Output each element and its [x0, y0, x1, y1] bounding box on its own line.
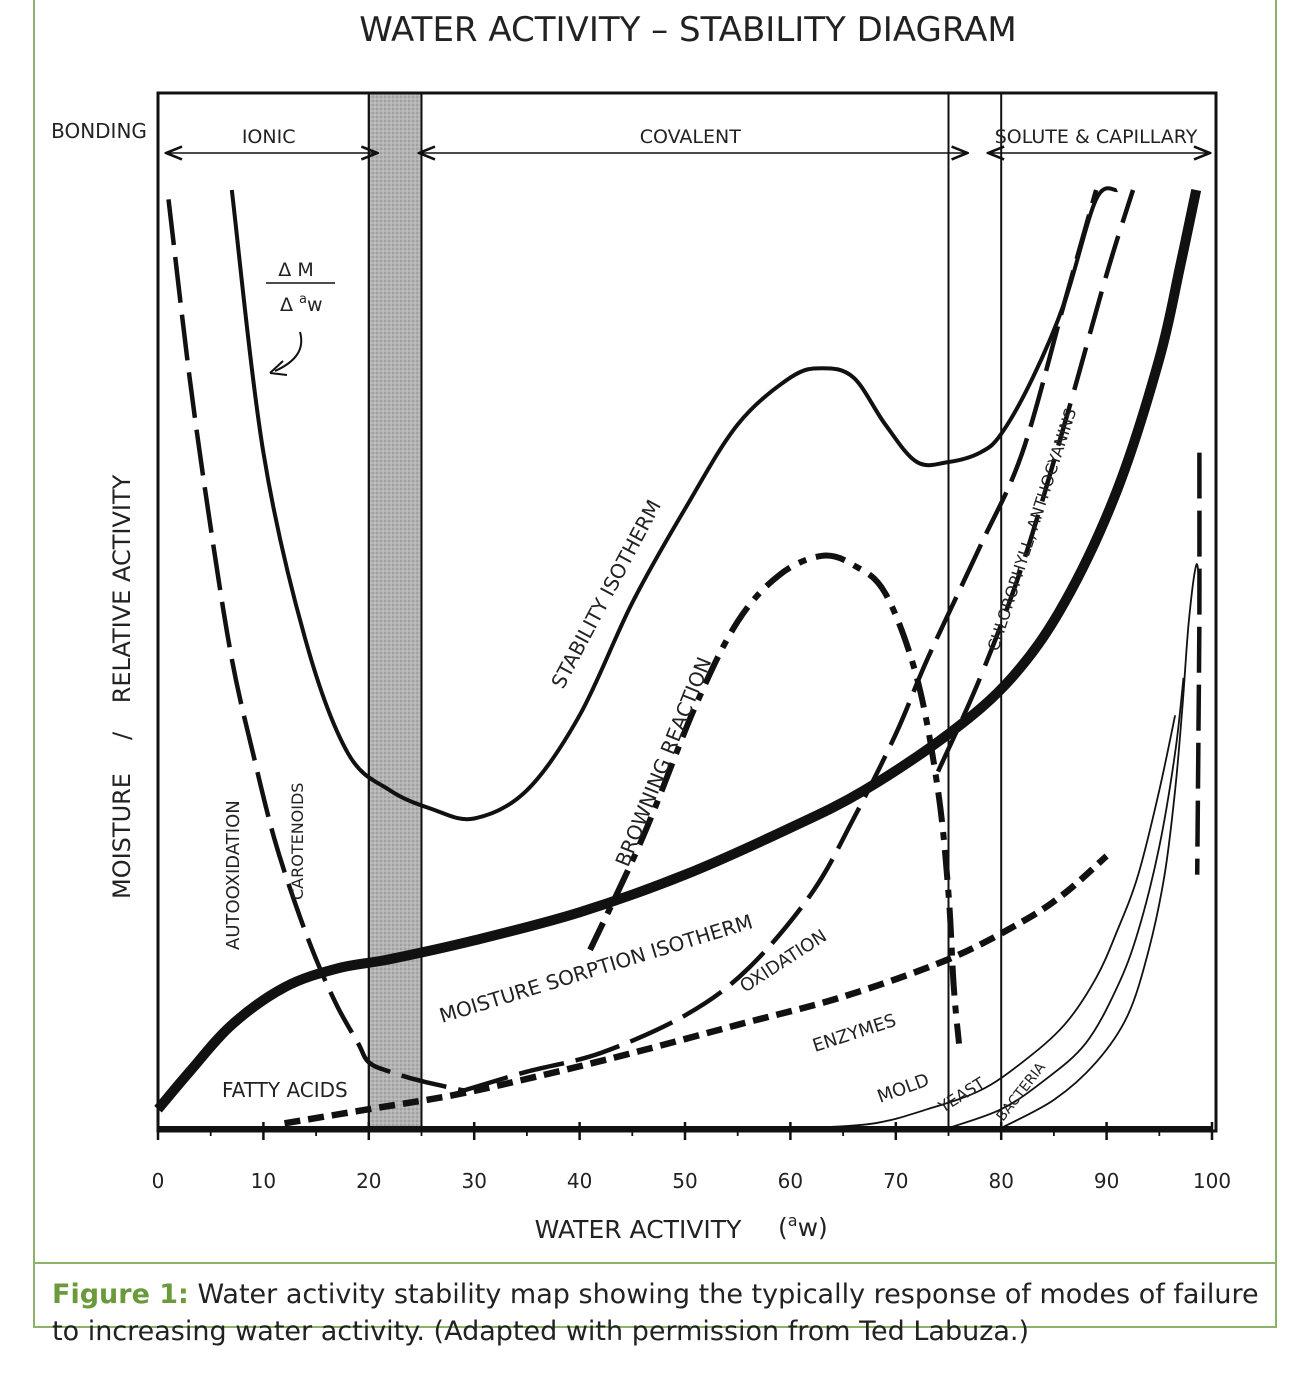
- series-line-bacteria: [1000, 563, 1201, 1129]
- bonding-zone-label: IONIC: [242, 126, 296, 148]
- slope-label-denominator: Δ aw: [280, 292, 323, 316]
- annotation-yeast: YEAST: [934, 1073, 988, 1117]
- x-tick-label: 20: [356, 1169, 381, 1193]
- x-tick-label: 10: [251, 1169, 276, 1193]
- caption-label: Figure 1:: [52, 1279, 189, 1310]
- caption-box: [35, 1262, 1275, 1328]
- plot-border: [156, 91, 1218, 1133]
- series-line-stability-isotherm: [229, 186, 1118, 822]
- series-line-oxidation: [463, 189, 1099, 1093]
- series-line-browning-reaction: [587, 552, 962, 1044]
- x-tick-label: 30: [461, 1169, 486, 1193]
- x-tick-label: 0: [152, 1169, 165, 1193]
- annotation-browning-reaction: BROWNING REACTION: [610, 654, 716, 870]
- figure-frame: [33, 0, 1277, 1328]
- annotation-fatty-acids: FATTY ACIDS: [222, 1078, 348, 1102]
- series-line-moisture-sorption-isotherm: [154, 188, 1202, 1113]
- annotation-chlorophyll-anthocyanins: CHLOROPHYLL, ANTHOCYANINS: [984, 406, 1080, 653]
- annotation-moisture-sorption-isotherm: MOISTURE SORPTION ISOTHERM: [436, 909, 755, 1027]
- bonding-label: BONDING: [51, 119, 147, 143]
- x-tick-label: 60: [778, 1169, 803, 1193]
- slope-pointer-arrow: [274, 331, 303, 372]
- slope-label-numerator: Δ M: [278, 259, 313, 281]
- shaded-band: [367, 92, 423, 1129]
- series-line-mold: [811, 715, 1176, 1129]
- annotation-oxidation: OXIDATION: [736, 926, 831, 998]
- slope-pointer-arrowhead: [269, 360, 288, 376]
- figure-caption: Figure 1: Water activity stability map s…: [52, 1276, 1272, 1350]
- x-tick-label: 50: [672, 1169, 697, 1193]
- bonding-zone-label: SOLUTE & CAPILLARY: [995, 126, 1198, 148]
- series-line-dashed-10: [1194, 452, 1202, 875]
- y-axis-label-activity: RELATIVE ACTIVITY: [108, 474, 136, 703]
- series-line-chlorophyll-anthocyanins: [935, 189, 1136, 773]
- chart-title: WATER ACTIVITY – STABILITY DIAGRAM: [359, 10, 1016, 50]
- x-tick-label: 70: [883, 1169, 908, 1193]
- x-axis-label: WATER ACTIVITY: [535, 1215, 742, 1244]
- x-tick-label: 100: [1193, 1169, 1231, 1193]
- series-line-autooxidation-carotenoids: [166, 199, 465, 1093]
- series-line-enzymes: [283, 853, 1109, 1127]
- series-line-yeast: [948, 677, 1185, 1129]
- y-axis-label-separator: /: [108, 731, 136, 740]
- stability-diagram: WATER ACTIVITY – STABILITY DIAGRAM BONDI…: [51, 10, 1231, 1244]
- x-tick-label: 40: [567, 1169, 592, 1193]
- x-axis-unit: (aw): [778, 1211, 828, 1242]
- annotation-mold: MOLD: [875, 1070, 933, 1108]
- annotation-enzymes: ENZYMES: [810, 1010, 899, 1057]
- caption-text: Water activity stability map showing the…: [52, 1279, 1259, 1347]
- x-tick-label: 80: [988, 1169, 1013, 1193]
- y-axis-label-moisture: MOISTURE: [108, 773, 136, 899]
- bonding-zone-label: COVALENT: [640, 126, 741, 148]
- x-tick-label: 90: [1094, 1169, 1119, 1193]
- annotation-autooxidation: AUTOOXIDATION: [223, 800, 244, 950]
- annotation-carotenoids: CAROTENOIDS: [288, 783, 307, 900]
